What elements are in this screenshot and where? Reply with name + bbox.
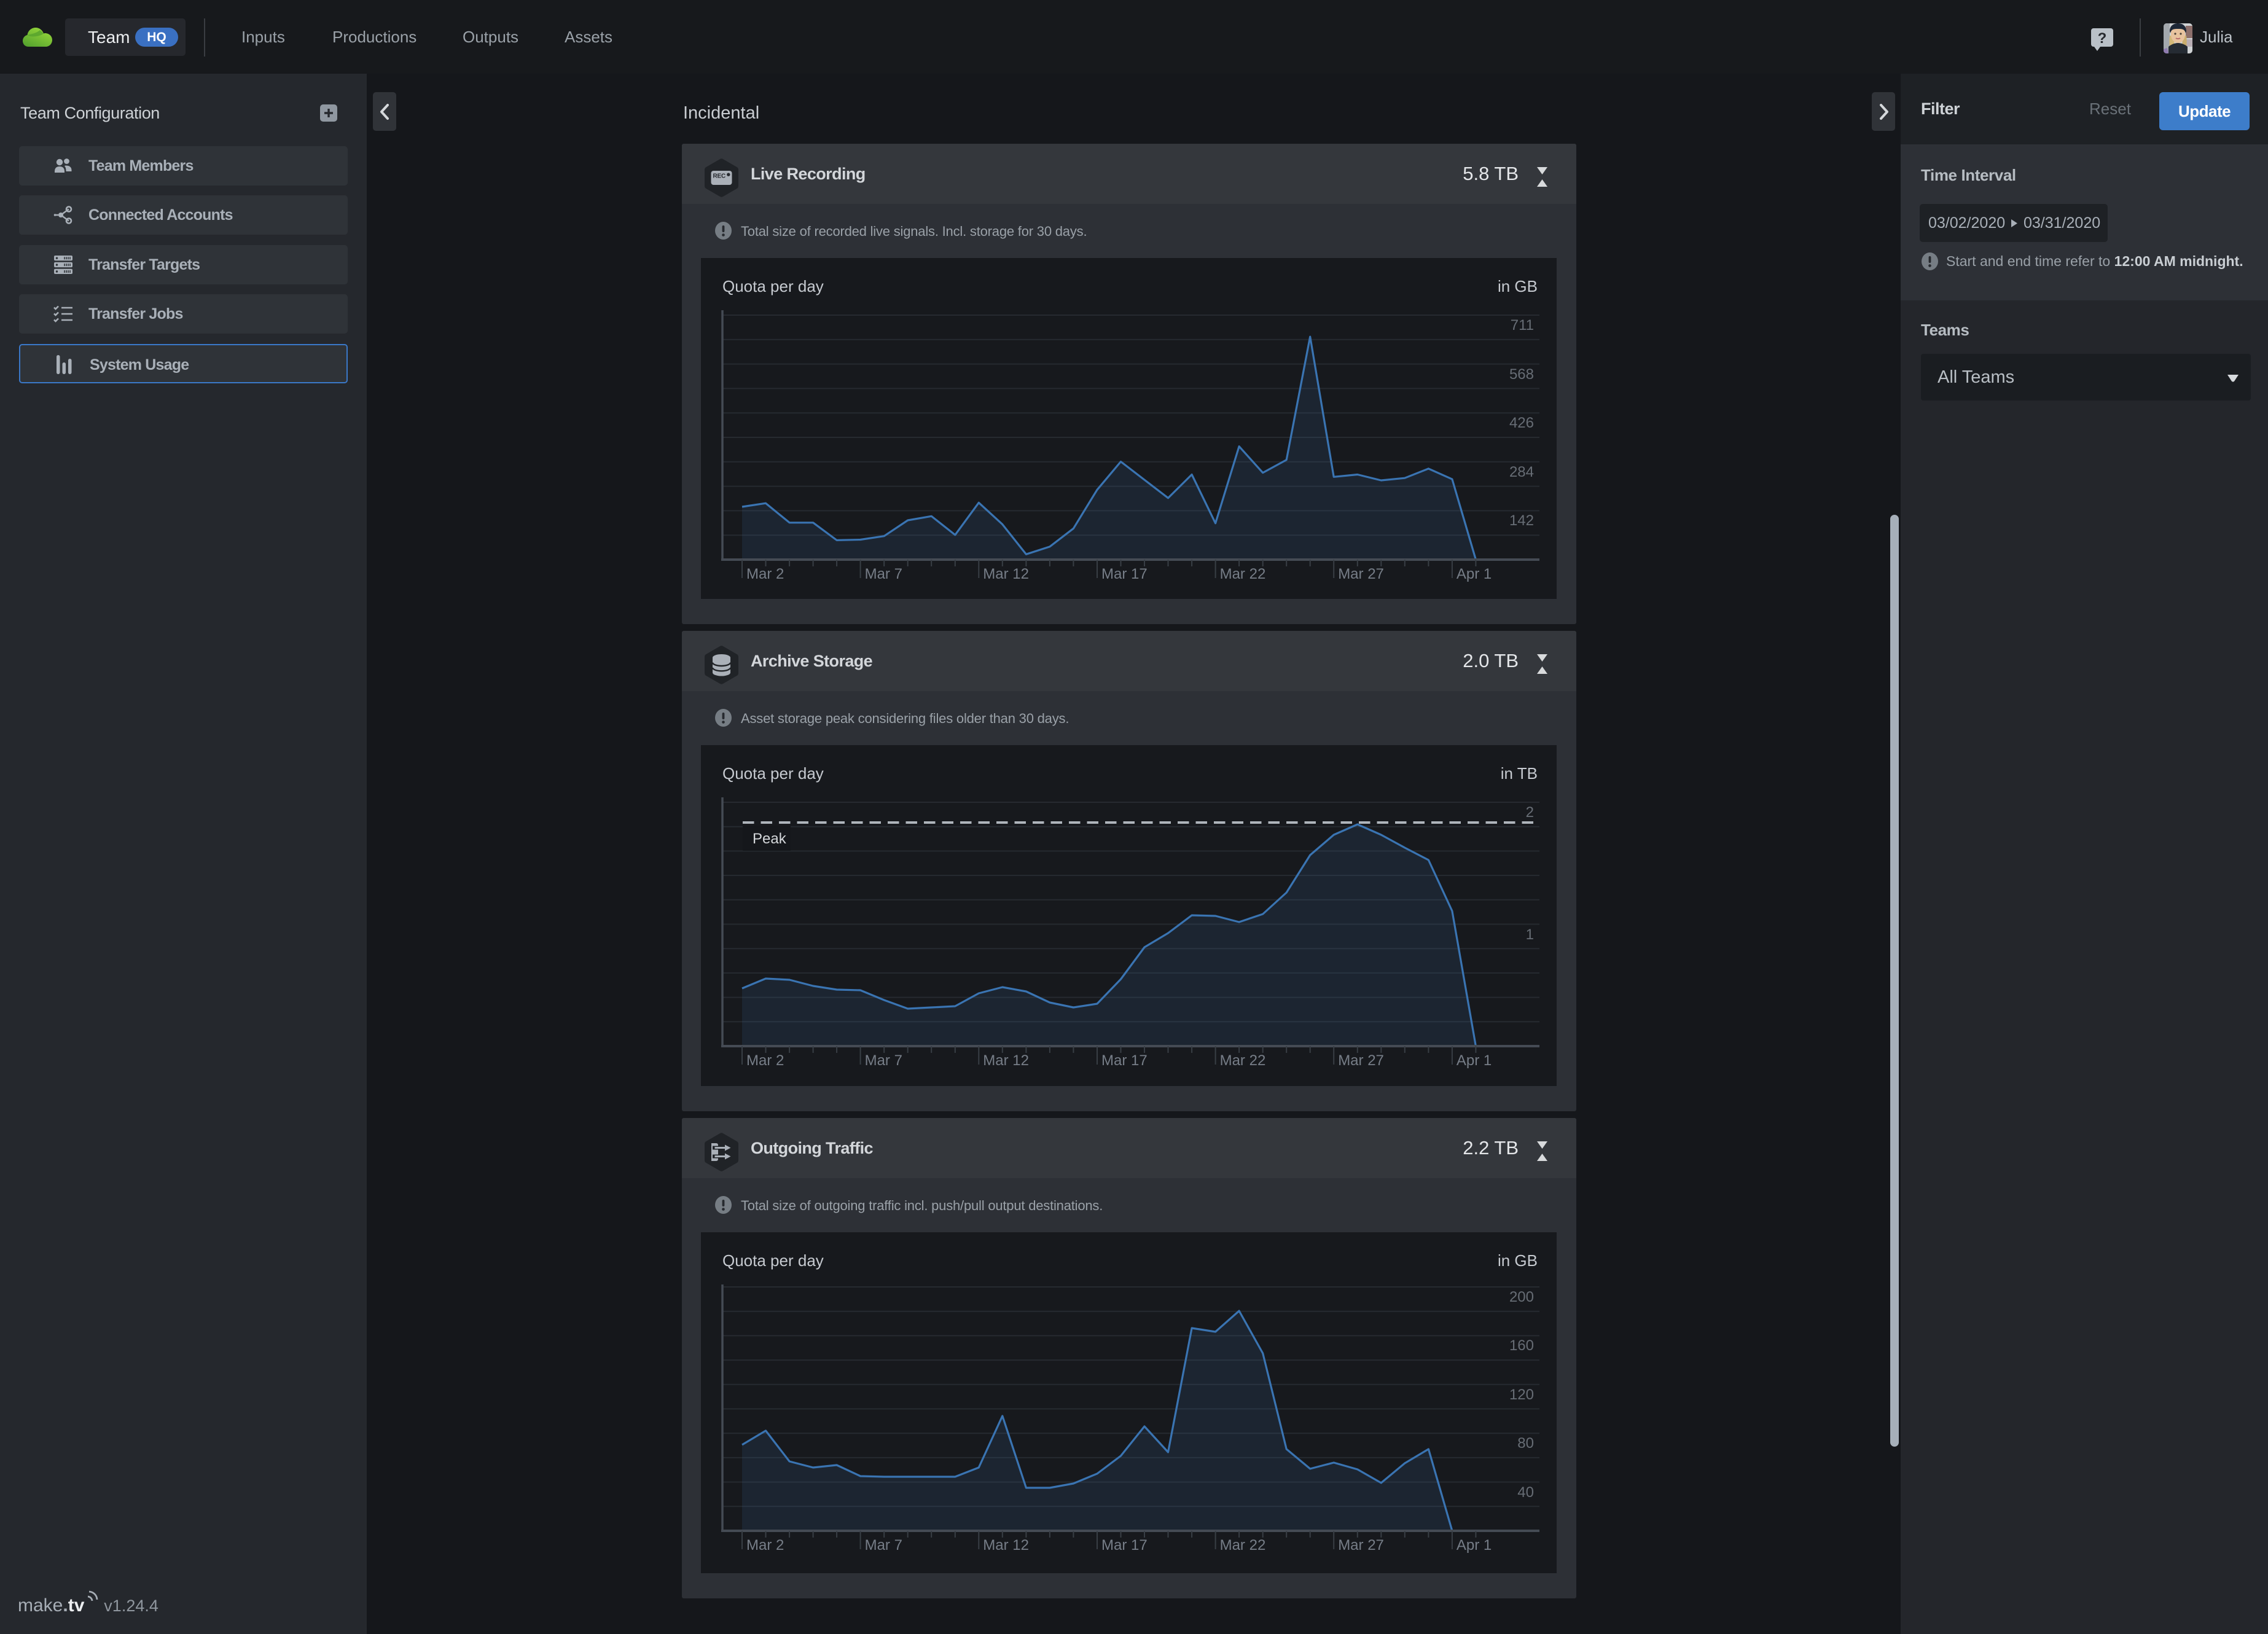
svg-text:120: 120 — [1509, 1386, 1534, 1403]
svg-text:568: 568 — [1509, 366, 1534, 383]
svg-text:Apr 1: Apr 1 — [1457, 566, 1492, 582]
svg-text:Mar 7: Mar 7 — [865, 1052, 902, 1069]
svg-text:REC: REC — [713, 173, 726, 180]
svg-text:Peak: Peak — [753, 831, 787, 847]
svg-text:Mar 22: Mar 22 — [1220, 566, 1266, 582]
svg-text:?: ? — [2098, 30, 2107, 47]
svg-text:40: 40 — [1517, 1484, 1534, 1501]
svg-text:Apr 1: Apr 1 — [1457, 1052, 1492, 1069]
svg-text:284: 284 — [1509, 464, 1534, 480]
svg-text:Mar 17: Mar 17 — [1101, 566, 1148, 582]
svg-text:1: 1 — [1526, 926, 1534, 943]
svg-text:711: 711 — [1511, 317, 1534, 334]
svg-text:160: 160 — [1509, 1337, 1534, 1354]
svg-text:Mar 12: Mar 12 — [983, 1052, 1029, 1069]
svg-text:200: 200 — [1509, 1289, 1534, 1305]
svg-text:426: 426 — [1509, 415, 1534, 431]
svg-text:Mar 2: Mar 2 — [746, 1052, 784, 1069]
svg-text:Mar 17: Mar 17 — [1101, 1052, 1148, 1069]
svg-text:Mar 22: Mar 22 — [1220, 1052, 1266, 1069]
svg-text:Apr 1: Apr 1 — [1457, 1537, 1492, 1554]
svg-text:Mar 27: Mar 27 — [1338, 1537, 1384, 1554]
svg-text:2: 2 — [1526, 804, 1534, 821]
svg-text:80: 80 — [1517, 1435, 1534, 1452]
svg-text:Mar 12: Mar 12 — [983, 1537, 1029, 1554]
svg-text:142: 142 — [1509, 512, 1534, 529]
svg-text:Mar 27: Mar 27 — [1338, 566, 1384, 582]
svg-text:Mar 27: Mar 27 — [1338, 1052, 1384, 1069]
svg-text:Mar 22: Mar 22 — [1220, 1537, 1266, 1554]
svg-text:Mar 7: Mar 7 — [865, 1537, 902, 1554]
svg-text:Mar 7: Mar 7 — [865, 566, 902, 582]
svg-text:Mar 2: Mar 2 — [746, 1537, 784, 1554]
svg-text:Mar 17: Mar 17 — [1101, 1537, 1148, 1554]
svg-text:Mar 2: Mar 2 — [746, 566, 784, 582]
svg-text:Mar 12: Mar 12 — [983, 566, 1029, 582]
